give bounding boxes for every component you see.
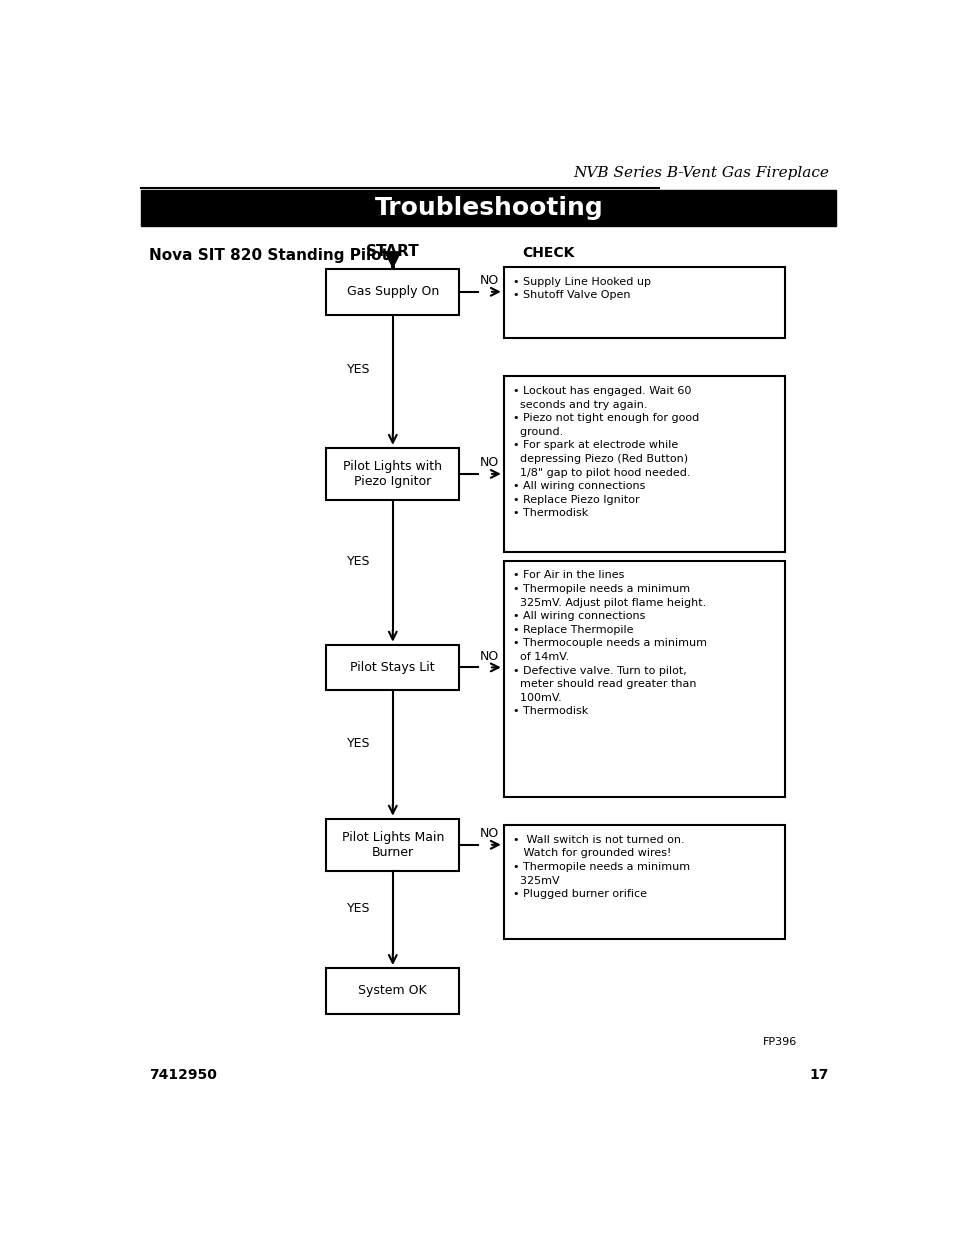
Text: •  Wall switch is not turned on.
   Watch for grounded wires!
• Thermopile needs: • Wall switch is not turned on. Watch fo… bbox=[512, 835, 689, 899]
FancyBboxPatch shape bbox=[326, 448, 459, 500]
Text: YES: YES bbox=[347, 902, 370, 915]
Text: YES: YES bbox=[347, 736, 370, 750]
Text: Pilot Lights Main
Burner: Pilot Lights Main Burner bbox=[341, 831, 443, 858]
Text: CHECK: CHECK bbox=[521, 247, 574, 261]
Text: Troubleshooting: Troubleshooting bbox=[375, 196, 602, 220]
Text: • For Air in the lines
• Thermopile needs a minimum
  325mV. Adjust pilot flame : • For Air in the lines • Thermopile need… bbox=[512, 571, 706, 716]
Text: 7412950: 7412950 bbox=[149, 1068, 216, 1082]
FancyBboxPatch shape bbox=[503, 561, 783, 797]
FancyBboxPatch shape bbox=[503, 377, 783, 552]
Text: YES: YES bbox=[347, 363, 370, 377]
FancyBboxPatch shape bbox=[503, 825, 783, 940]
Text: NO: NO bbox=[479, 456, 499, 469]
Text: Pilot Stays Lit: Pilot Stays Lit bbox=[350, 661, 435, 674]
FancyBboxPatch shape bbox=[326, 968, 459, 1014]
FancyBboxPatch shape bbox=[326, 819, 459, 871]
FancyBboxPatch shape bbox=[326, 269, 459, 315]
FancyBboxPatch shape bbox=[326, 645, 459, 690]
Text: START: START bbox=[366, 243, 419, 258]
Text: NO: NO bbox=[479, 650, 499, 663]
Text: YES: YES bbox=[347, 555, 370, 568]
Text: NO: NO bbox=[479, 827, 499, 840]
Text: • Lockout has engaged. Wait 60
  seconds and try again.
• Piezo not tight enough: • Lockout has engaged. Wait 60 seconds a… bbox=[512, 385, 699, 519]
Text: • Supply Line Hooked up
• Shutoff Valve Open: • Supply Line Hooked up • Shutoff Valve … bbox=[512, 277, 650, 300]
Text: Pilot Lights with
Piezo Ignitor: Pilot Lights with Piezo Ignitor bbox=[343, 459, 442, 488]
FancyBboxPatch shape bbox=[503, 267, 783, 338]
Text: NVB Series B-Vent Gas Fireplace: NVB Series B-Vent Gas Fireplace bbox=[573, 165, 828, 179]
Text: NO: NO bbox=[479, 274, 499, 287]
Text: 17: 17 bbox=[809, 1068, 828, 1082]
Text: FP396: FP396 bbox=[761, 1037, 796, 1047]
Text: System OK: System OK bbox=[358, 984, 427, 997]
FancyBboxPatch shape bbox=[141, 190, 836, 226]
Text: Nova SIT 820 Standing Pilot: Nova SIT 820 Standing Pilot bbox=[149, 248, 388, 263]
Text: Gas Supply On: Gas Supply On bbox=[346, 285, 438, 299]
